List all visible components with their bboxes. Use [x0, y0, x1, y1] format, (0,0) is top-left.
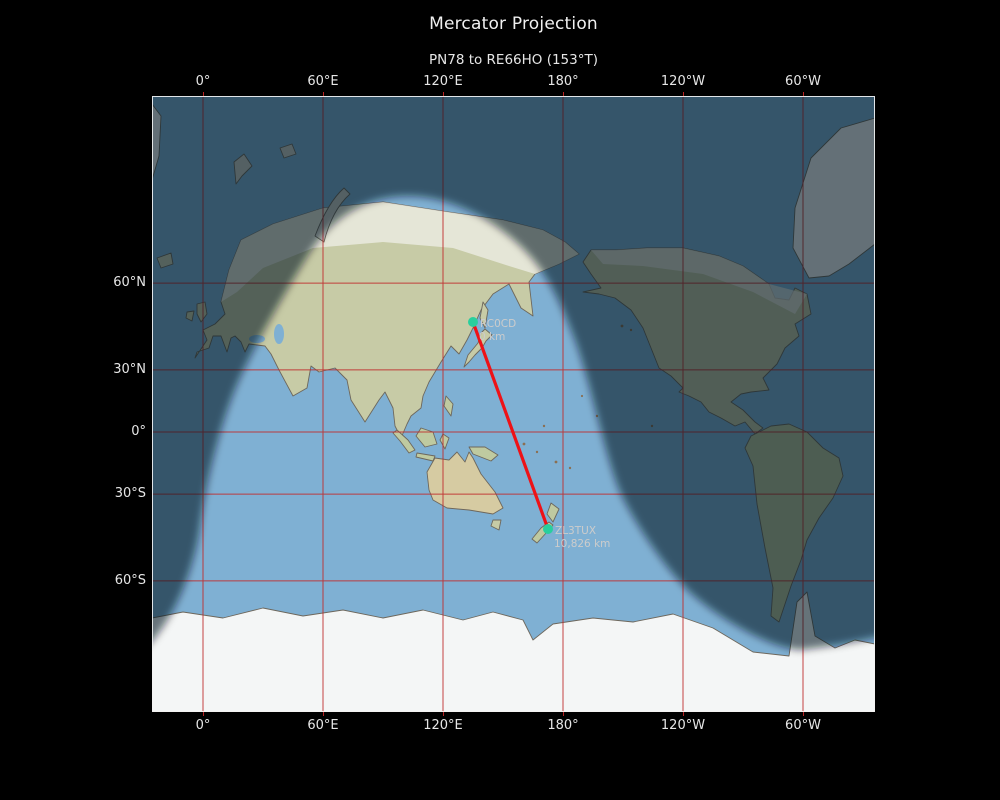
station-distance: 0 km: [479, 331, 505, 343]
axis-label-top: 120°E: [423, 74, 463, 89]
landmass-sulawesi: [439, 433, 450, 450]
map-area: RC0CD 0 km ZL3TUX 10,826 km: [152, 96, 875, 712]
station-callsign: ZL3TUX: [555, 525, 596, 537]
axis-label-bottom: 120°E: [423, 718, 463, 733]
axis-label-bottom: 60°E: [307, 718, 339, 733]
station-distance: 10,826 km: [554, 538, 610, 550]
axis-label-top: 60°E: [307, 74, 339, 89]
landmass-nz-north: [546, 502, 560, 523]
axis-label-left: 0°: [131, 424, 146, 439]
axis-label-left: 60°N: [113, 275, 146, 291]
axes-spine: [152, 96, 875, 712]
axis-label-bottom: 0°: [195, 718, 211, 733]
axis-label-top: 180°: [547, 74, 579, 89]
axis-label-left: 30°S: [114, 486, 146, 502]
axis-label-bottom: 180°: [547, 718, 579, 733]
landmass-borneo: [415, 427, 438, 448]
landmass-new-guinea: [468, 446, 499, 462]
axis-tick: [203, 712, 204, 716]
axis-tick: [683, 712, 684, 716]
station-callsign: RC0CD: [480, 318, 516, 330]
axis-label-top: 0°: [195, 74, 211, 89]
landmass-sumatra: [392, 429, 416, 454]
axis-label-bottom: 120°W: [660, 718, 706, 733]
page-title: Mercator Projection: [429, 14, 598, 34]
axis-tick: [563, 92, 564, 96]
night-overlay: [152, 96, 875, 650]
station-marker: [468, 317, 478, 327]
landmass-tasmania: [490, 519, 502, 531]
axis-label-bottom: 60°W: [785, 718, 821, 733]
axis-tick: [803, 712, 804, 716]
track-line: [471, 320, 550, 531]
axis-tick: [443, 92, 444, 96]
station-marker: [543, 524, 553, 534]
axis-tick: [563, 712, 564, 716]
axis-tick: [443, 712, 444, 716]
axis-label-left: 60°S: [114, 572, 146, 588]
axis-tick: [683, 92, 684, 96]
landmass-sakhalin: [479, 301, 489, 329]
landmass-philippines: [443, 395, 454, 417]
axis-label-top: 120°W: [660, 74, 706, 89]
axis-label-left: 30°N: [113, 361, 146, 377]
axis-label-top: 60°W: [785, 74, 821, 89]
axis-tick: [323, 92, 324, 96]
axis-tick: [803, 92, 804, 96]
axis-tick: [203, 92, 204, 96]
caspian-sea: [274, 324, 284, 344]
axis-tick: [323, 712, 324, 716]
page-subtitle: PN78 to RE66HO (153°T): [428, 52, 598, 68]
landmass-australia: [426, 451, 504, 515]
